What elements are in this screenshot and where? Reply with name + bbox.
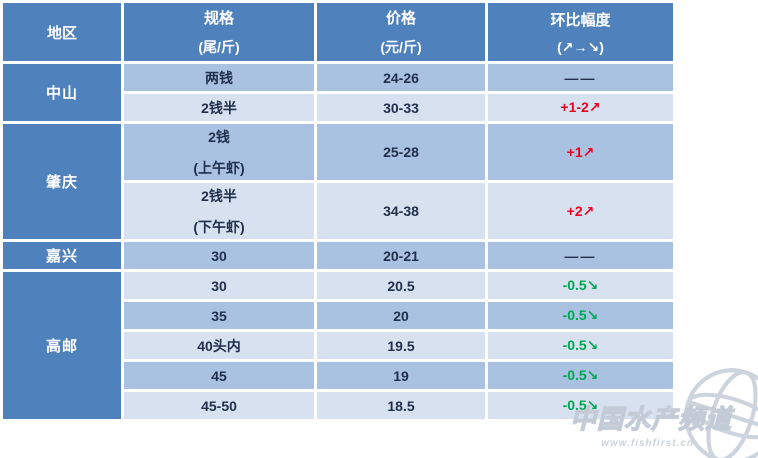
region-cell-gaoyou: 高邮: [3, 272, 121, 419]
price-cell: 19: [317, 362, 485, 389]
price-cell: 24-26: [317, 64, 485, 91]
spec-cell: 45-50: [124, 392, 314, 419]
change-cell: +1↗: [488, 124, 673, 180]
spec-cell: 2钱 (上午虾): [124, 124, 314, 180]
col-header-change: 环比幅度 (↗→↘): [488, 3, 673, 61]
spec-cell: 40头内: [124, 332, 314, 359]
change-cell: -0.5↘: [488, 332, 673, 359]
col-header-price: 价格 (元/斤): [317, 3, 485, 61]
table-row: 肇庆 2钱 (上午虾) 25-28 +1↗: [3, 124, 673, 239]
region-cell-jiaxing: 嘉兴: [3, 242, 121, 269]
col-header-spec: 规格 (尾/斤): [124, 3, 314, 61]
change-cell: -0.5↘: [488, 272, 673, 299]
shrimp-price-table: 地区 规格 (尾/斤) 价格 (元/斤) 环比幅度 (↗→↘) 中山 两钱 24-26 —— 2钱半…: [3, 3, 673, 419]
table-row: 高邮 30 20.5 -0.5↘: [3, 272, 673, 419]
table-row: 2钱半 30-33 +1-2↗: [3, 94, 673, 121]
table-row: 2钱半 (下午虾) 34-38 +2↗: [3, 183, 673, 239]
change-cell: -0.5↘: [488, 362, 673, 389]
spec-cell: 2钱半: [124, 94, 314, 121]
col-header-region: 地区: [3, 3, 121, 61]
table-row: 40头内 19.5 -0.5↘: [3, 332, 673, 359]
watermark-url: www.fishfirst.cn: [601, 438, 694, 449]
price-cell: 19.5: [317, 332, 485, 359]
price-cell: 20-21: [317, 242, 485, 269]
change-cell: -0.5↘: [488, 302, 673, 329]
price-cell: 20.5: [317, 272, 485, 299]
region-cell-zhongshan: 中山: [3, 64, 121, 121]
change-cell: -0.5↘: [488, 392, 673, 419]
spec-cell: 35: [124, 302, 314, 329]
table-row: 45-50 18.5 -0.5↘: [3, 392, 673, 419]
table-row: 45 19 -0.5↘: [3, 362, 673, 389]
spec-cell: 45: [124, 362, 314, 389]
spec-cell: 30: [124, 272, 314, 299]
table-row: 35 20 -0.5↘: [3, 302, 673, 329]
change-cell: +1-2↗: [488, 94, 673, 121]
price-cell: 30-33: [317, 94, 485, 121]
spec-cell: 30: [124, 242, 314, 269]
table-body: 中山 两钱 24-26 —— 2钱半 30-33 +1-2↗ 肇庆 2钱 (上午虾) 25-28 +1…: [3, 64, 673, 419]
spec-cell: 2钱半 (下午虾): [124, 183, 314, 239]
table-row: 嘉兴 30 20-21 ——: [3, 242, 673, 269]
spec-cell: 两钱: [124, 64, 314, 91]
price-cell: 34-38: [317, 183, 485, 239]
change-cell: ——: [488, 242, 673, 269]
change-cell: ——: [488, 64, 673, 91]
table-row: 中山 两钱 24-26 ——: [3, 64, 673, 121]
table-header: 地区 规格 (尾/斤) 价格 (元/斤) 环比幅度 (↗→↘): [3, 3, 673, 61]
globe-icon: [684, 368, 758, 458]
price-cell: 25-28: [317, 124, 485, 180]
header-row: 地区 规格 (尾/斤) 价格 (元/斤) 环比幅度 (↗→↘): [3, 3, 673, 61]
price-cell: 18.5: [317, 392, 485, 419]
region-cell-zhaoqing: 肇庆: [3, 124, 121, 239]
price-cell: 20: [317, 302, 485, 329]
change-cell: +2↗: [488, 183, 673, 239]
